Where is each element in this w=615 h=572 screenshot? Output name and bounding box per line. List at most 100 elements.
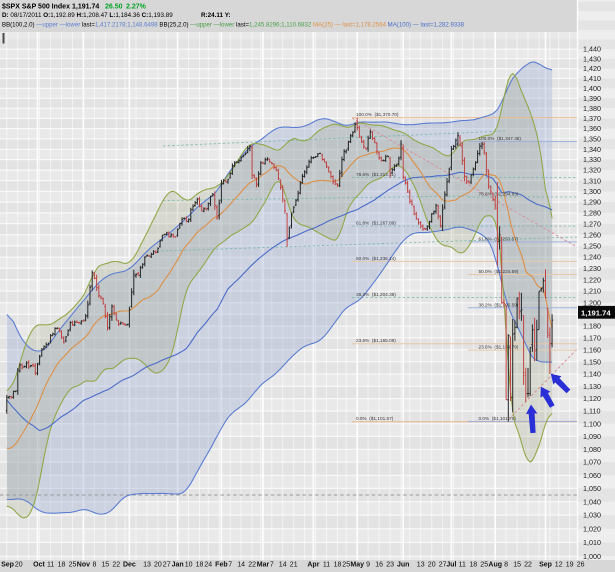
svg-text:38.2% ($1,204.38): 38.2% ($1,204.38) [356, 292, 396, 297]
svg-text:23.6% ($1,159.79): 23.6% ($1,159.79) [479, 345, 519, 350]
svg-text:11: 11 [459, 562, 466, 569]
svg-text:1,390: 1,390 [583, 94, 601, 103]
svg-text:78.6% ($1,313.11): 78.6% ($1,313.11) [356, 172, 396, 177]
svg-text:18: 18 [196, 562, 204, 569]
svg-text:1,160: 1,160 [583, 345, 601, 354]
svg-text:1,120: 1,120 [583, 394, 601, 403]
svg-text:Sep: Sep [1, 562, 14, 569]
svg-text:61.8% ($1,253.57): 61.8% ($1,253.57) [479, 236, 519, 241]
svg-text:1,170: 1,170 [583, 334, 601, 343]
svg-text:1,191.74: 1,191.74 [72, 3, 99, 10]
svg-text:Nov: Nov [77, 562, 90, 569]
svg-text:14: 14 [279, 562, 287, 569]
svg-text:1,010: 1,010 [583, 538, 601, 547]
svg-text:R:24.11 Y:: R:24.11 Y: [201, 12, 231, 19]
svg-text:1,100: 1,100 [583, 419, 601, 428]
svg-text:1,410: 1,410 [583, 74, 601, 83]
svg-text:0.0% ($1,101.57): 0.0% ($1,101.57) [356, 416, 394, 421]
svg-text:Aug: Aug [488, 562, 502, 569]
svg-text:20: 20 [15, 562, 23, 569]
svg-text:15: 15 [513, 562, 521, 569]
svg-text:1,340: 1,340 [583, 145, 601, 154]
svg-text:1,230: 1,230 [583, 264, 601, 273]
svg-text:1,210: 1,210 [583, 287, 601, 296]
svg-text:11: 11 [47, 562, 54, 569]
svg-text:38.2% ($1,195.59): 38.2% ($1,195.59) [479, 302, 519, 307]
svg-text:Mar: Mar [257, 562, 270, 569]
svg-text:1,300: 1,300 [583, 187, 601, 196]
svg-text:1,200: 1,200 [583, 298, 601, 307]
svg-text:20: 20 [154, 562, 162, 569]
svg-text:9: 9 [366, 562, 370, 569]
svg-text:1,220: 1,220 [583, 275, 601, 284]
svg-text:1,380: 1,380 [583, 104, 601, 113]
svg-text:27: 27 [439, 562, 447, 569]
svg-text:1,150: 1,150 [583, 357, 601, 366]
svg-text:78.6% ($1,294.83): 78.6% ($1,294.83) [479, 191, 519, 196]
svg-text:50.0% ($1,224.59): 50.0% ($1,224.59) [479, 269, 519, 274]
svg-text:1,070: 1,070 [583, 458, 601, 467]
svg-text:10: 10 [185, 562, 193, 569]
svg-text:1,330: 1,330 [583, 155, 601, 164]
svg-text:Feb: Feb [215, 562, 227, 569]
svg-text:May: May [350, 562, 364, 569]
svg-text:24: 24 [204, 562, 212, 569]
svg-text:18: 18 [58, 562, 66, 569]
svg-text:1,191.74: 1,191.74 [581, 308, 611, 317]
svg-text:1,440: 1,440 [583, 45, 601, 54]
svg-text:1,240: 1,240 [583, 253, 601, 262]
svg-text:1,140: 1,140 [583, 370, 601, 379]
svg-text:1,350: 1,350 [583, 135, 601, 144]
svg-text:1,040: 1,040 [583, 497, 601, 506]
svg-text:0.0% ($1,101.76): 0.0% ($1,101.76) [479, 416, 517, 421]
svg-text:25: 25 [480, 562, 488, 569]
svg-text:1,080: 1,080 [583, 445, 601, 454]
svg-text:13: 13 [143, 562, 151, 569]
svg-text:1,280: 1,280 [583, 209, 601, 218]
svg-text:26.50: 26.50 [105, 3, 123, 10]
svg-text:Dec: Dec [123, 562, 136, 569]
svg-text:1,290: 1,290 [583, 198, 601, 207]
svg-text:Oct: Oct [33, 562, 45, 569]
svg-text:1,360: 1,360 [583, 124, 601, 133]
svg-text:1,370: 1,370 [583, 114, 601, 123]
svg-text:1,020: 1,020 [583, 524, 601, 533]
svg-text:12: 12 [555, 562, 563, 569]
svg-text:1,250: 1,250 [583, 242, 601, 251]
svg-text:15: 15 [101, 562, 109, 569]
svg-text:1,130: 1,130 [583, 382, 601, 391]
svg-text:2.27%: 2.27% [126, 3, 147, 10]
svg-text:1,060: 1,060 [583, 471, 601, 480]
svg-text:1,270: 1,270 [583, 219, 601, 228]
svg-text:18: 18 [469, 562, 477, 569]
svg-text:61.8% ($1,267.89): 61.8% ($1,267.89) [356, 221, 396, 226]
svg-text:$SPX S&P 500 Index: $SPX S&P 500 Index [2, 3, 70, 10]
svg-text:19: 19 [566, 562, 574, 569]
svg-text:1,310: 1,310 [583, 176, 601, 185]
svg-text:1,420: 1,420 [583, 64, 601, 73]
svg-text:8: 8 [92, 562, 96, 569]
svg-text:22: 22 [248, 562, 256, 569]
svg-text:Jan: Jan [172, 562, 184, 569]
svg-text:1,090: 1,090 [583, 432, 601, 441]
svg-text:1,050: 1,050 [583, 484, 601, 493]
svg-text:13: 13 [417, 562, 425, 569]
svg-text:8: 8 [504, 562, 508, 569]
svg-text:1,000: 1,000 [583, 552, 601, 561]
svg-text:22: 22 [524, 562, 532, 569]
svg-text:100.0% ($1,347.38): 100.0% ($1,347.38) [479, 136, 522, 141]
svg-text:50.0% ($1,236.14): 50.0% ($1,236.14) [356, 256, 396, 261]
svg-text:27: 27 [163, 562, 171, 569]
svg-text:23.6% ($1,165.09): 23.6% ($1,165.09) [356, 338, 396, 343]
svg-text:21: 21 [290, 562, 298, 569]
svg-text:7: 7 [228, 562, 232, 569]
svg-text:D: 08/17/2011 O:1,192.89 H:1,2: D: 08/17/2011 O:1,192.89 H:1,208.47 L:1,… [2, 12, 173, 19]
svg-text:1,110: 1,110 [583, 407, 600, 416]
svg-text:1,260: 1,260 [583, 230, 601, 239]
svg-text:26: 26 [577, 562, 585, 569]
svg-text:Jul: Jul [446, 562, 456, 569]
svg-text:14: 14 [237, 562, 245, 569]
svg-text:7: 7 [270, 562, 274, 569]
svg-text:BB(100,2.0) —upper —lower last: BB(100,2.0) —upper —lower last=1,417.217… [2, 22, 465, 29]
svg-text:25: 25 [342, 562, 350, 569]
